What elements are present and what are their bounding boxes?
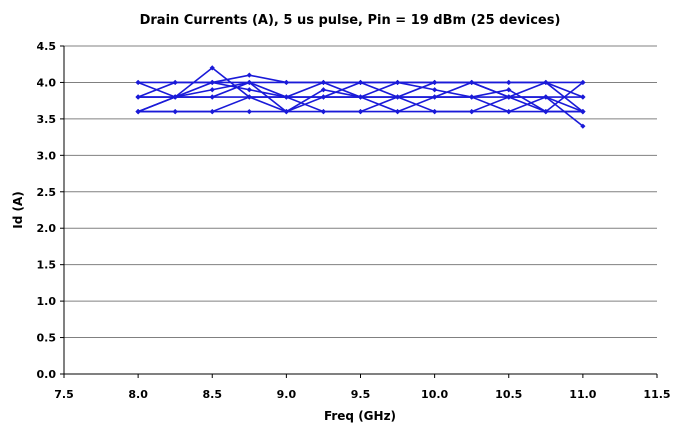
data-point: [580, 109, 586, 115]
x-tick-label: 11.0: [569, 388, 596, 401]
data-point: [320, 79, 327, 86]
y-tick-label: 1.0: [37, 295, 57, 308]
series-8: [135, 109, 586, 115]
data-point: [394, 79, 401, 86]
x-tick-label: 11.5: [643, 388, 670, 401]
data-point: [506, 79, 512, 86]
x-tick-label: 7.5: [54, 388, 74, 401]
x-tick-label: 8.0: [128, 388, 148, 401]
x-tick-label: 9.5: [351, 388, 371, 401]
data-point: [320, 109, 327, 115]
series-layer: [135, 65, 586, 129]
gridlines: [64, 45, 657, 339]
data-point: [469, 79, 475, 86]
data-point: [357, 94, 364, 100]
y-tick-label: 4.5: [37, 40, 57, 53]
y-tick-label: 3.5: [37, 113, 57, 126]
data-point: [543, 109, 549, 115]
data-point: [283, 79, 289, 86]
y-tick-label: 1.5: [37, 259, 57, 272]
y-tick-label: 2.5: [37, 186, 57, 199]
y-axis-label: Id (A): [11, 191, 25, 229]
x-tick-label: 10.5: [495, 388, 522, 401]
chart-title: Drain Currents (A), 5 us pulse, Pin = 19…: [140, 13, 561, 28]
data-point: [320, 94, 327, 100]
data-point: [543, 79, 549, 86]
data-point: [209, 94, 215, 100]
data-point: [209, 87, 215, 93]
y-tick-label: 4.0: [37, 76, 57, 89]
data-point: [580, 123, 586, 129]
data-point: [469, 94, 475, 100]
data-point: [357, 79, 364, 86]
x-axis-label: Freq (GHz): [324, 409, 396, 423]
data-point: [506, 94, 512, 100]
data-point: [172, 94, 178, 100]
data-point: [283, 109, 289, 115]
data-point: [432, 87, 438, 93]
data-point: [580, 94, 586, 100]
data-point: [320, 87, 327, 93]
data-point: [283, 94, 289, 100]
y-tick-label: 0.5: [37, 332, 57, 345]
data-point: [209, 65, 215, 71]
data-point: [135, 79, 141, 86]
data-point: [432, 109, 438, 115]
data-point: [172, 109, 178, 115]
x-tick-label: 9.0: [277, 388, 297, 401]
data-point: [209, 79, 215, 86]
x-tick-labels: 7.5 8.0 8.5 9.0 9.5 10.0 10.5 11.0 11.5: [54, 374, 671, 401]
data-point: [506, 109, 512, 115]
data-point: [432, 94, 438, 100]
y-tick-labels: 0.0 0.5 1.0 1.5 2.0 2.5 3.0 3.5 4.0 4.5: [37, 40, 64, 381]
data-point: [394, 94, 401, 100]
data-point: [135, 94, 141, 100]
series-7: [135, 79, 586, 100]
data-point: [394, 109, 401, 115]
data-point: [246, 79, 252, 86]
y-tick-label: 3.0: [37, 149, 57, 162]
x-tick-label: 8.5: [203, 388, 223, 401]
data-point: [543, 94, 549, 100]
y-tick-label: 2.0: [37, 222, 57, 235]
data-point: [246, 109, 252, 115]
data-point: [357, 109, 364, 115]
series-9: [135, 79, 586, 86]
data-point: [209, 109, 215, 115]
x-tick-label: 10.0: [421, 388, 448, 401]
data-point: [432, 79, 438, 86]
data-point: [246, 87, 252, 93]
data-point: [246, 94, 252, 100]
y-tick-label: 0.0: [37, 368, 57, 381]
data-point: [580, 79, 586, 86]
data-point: [135, 109, 141, 115]
data-point: [246, 72, 252, 78]
data-point: [469, 109, 475, 115]
data-point: [172, 79, 178, 86]
data-point: [506, 87, 512, 93]
